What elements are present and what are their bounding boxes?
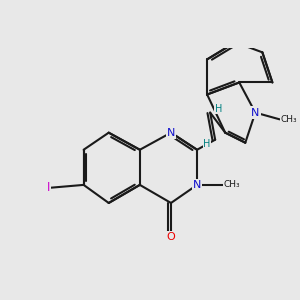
Text: H: H: [214, 103, 222, 113]
Text: N: N: [193, 180, 201, 190]
Text: N: N: [251, 108, 260, 118]
Text: H: H: [203, 139, 211, 149]
Text: O: O: [167, 232, 176, 242]
Text: I: I: [47, 182, 50, 194]
Text: CH₃: CH₃: [281, 115, 298, 124]
Text: N: N: [167, 128, 175, 138]
Text: CH₃: CH₃: [224, 180, 240, 189]
